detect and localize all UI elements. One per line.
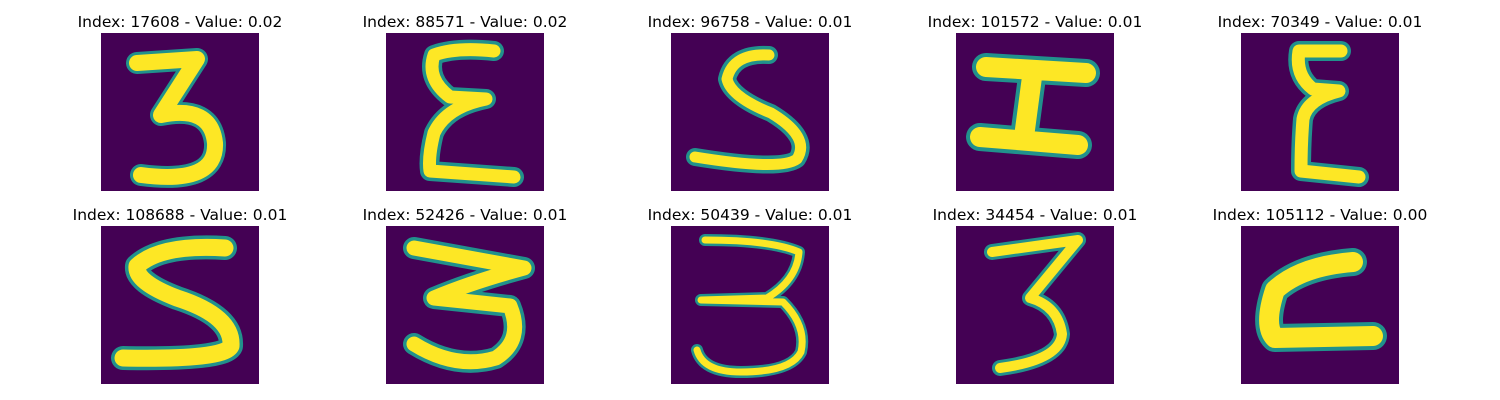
digit-image <box>1241 33 1399 191</box>
sample-panel: Index: 88571 - Value: 0.02 <box>355 12 575 197</box>
digit-image <box>956 33 1114 191</box>
digit-image <box>671 33 829 191</box>
sample-panel: Index: 108688 - Value: 0.01 <box>70 205 290 390</box>
panel-title: Index: 17608 - Value: 0.02 <box>77 13 283 31</box>
sample-panel: Index: 34454 - Value: 0.01 <box>925 205 1145 390</box>
digit-image <box>956 226 1114 384</box>
digit-image <box>101 226 259 384</box>
digit-image <box>101 33 259 191</box>
digit-image <box>1241 226 1399 384</box>
panel-title: Index: 52426 - Value: 0.01 <box>362 206 568 224</box>
panel-title: Index: 108688 - Value: 0.01 <box>72 206 288 224</box>
digit-image <box>386 33 544 191</box>
panel-title: Index: 101572 - Value: 0.01 <box>927 13 1143 31</box>
sample-panel: Index: 101572 - Value: 0.01 <box>925 12 1145 197</box>
sample-panel: Index: 52426 - Value: 0.01 <box>355 205 575 390</box>
panel-title: Index: 88571 - Value: 0.02 <box>362 13 568 31</box>
panel-title: Index: 70349 - Value: 0.01 <box>1217 13 1423 31</box>
panel-title: Index: 96758 - Value: 0.01 <box>647 13 853 31</box>
digit-image <box>386 226 544 384</box>
sample-panel: Index: 96758 - Value: 0.01 <box>640 12 860 197</box>
panel-title: Index: 50439 - Value: 0.01 <box>647 206 853 224</box>
sample-panel: Index: 50439 - Value: 0.01 <box>640 205 860 390</box>
sample-panel: Index: 17608 - Value: 0.02 <box>70 12 290 197</box>
digit-image <box>671 226 829 384</box>
sample-panel: Index: 70349 - Value: 0.01 <box>1210 12 1430 197</box>
sample-panel: Index: 105112 - Value: 0.00 <box>1210 205 1430 390</box>
panel-title: Index: 34454 - Value: 0.01 <box>932 206 1138 224</box>
panel-title: Index: 105112 - Value: 0.00 <box>1212 206 1428 224</box>
